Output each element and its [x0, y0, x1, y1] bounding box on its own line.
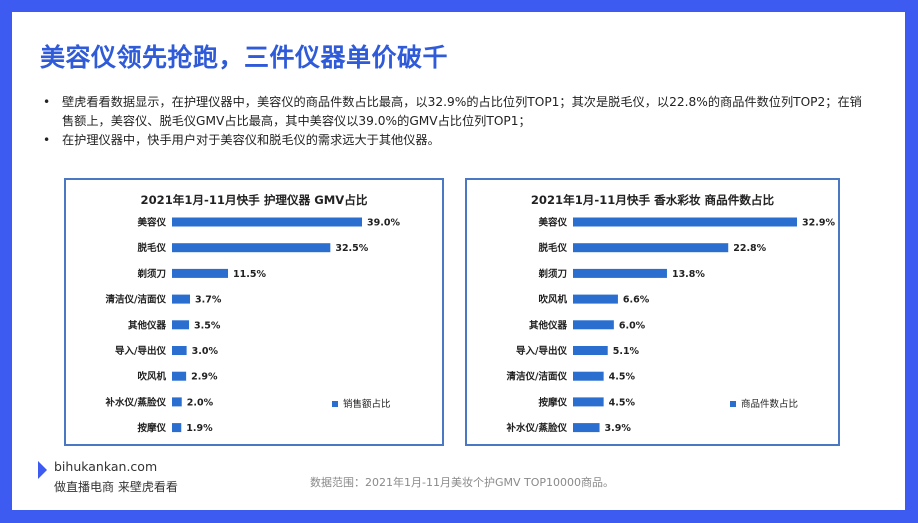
category-label: 吹风机	[538, 294, 567, 306]
bar	[573, 217, 797, 227]
chart-panel-item-count: 2021年1月-11月快手 香水彩妆 商品件数占比 美容仪 32.9% 脱毛仪 22.…	[465, 178, 840, 446]
category-label: 剃须刀	[136, 268, 166, 280]
data-source-note: 数据范围：2021年1月-11月美妆个护GMV TOP10000商品。	[310, 476, 614, 489]
gmv-bar-chart: 美容仪 39.0% 脱毛仪 32.5% 剃须刀 11.5% 清洁仪/洁面仪 3.7% 其他仪器 3…	[105, 217, 401, 435]
bullet-text: 在护理仪器中，快手用户对于美容仪和脱毛仪的需求远大于其他仪器。	[62, 133, 440, 147]
bullet-dot: •	[43, 95, 51, 109]
data-label: 4.5%	[609, 397, 636, 408]
legend-swatch	[332, 400, 338, 407]
legend-swatch	[730, 400, 736, 407]
bar	[573, 371, 604, 381]
category-label: 按摩仪	[137, 422, 166, 434]
category-label: 美容仪	[136, 217, 166, 229]
chart-panel-gmv: 2021年1月-11月快手 护理仪器 GMV占比 美容仪 39.0% 脱毛仪 32.5…	[64, 178, 444, 446]
data-label: 3.0%	[192, 346, 219, 357]
data-label: 39.0%	[367, 218, 400, 229]
bar	[172, 346, 187, 355]
data-label: 32.9%	[802, 218, 835, 229]
data-label: 22.8%	[733, 243, 766, 254]
data-label: 3.5%	[194, 320, 221, 331]
bar	[573, 243, 729, 253]
data-label: 2.0%	[187, 397, 214, 408]
bullet-item: • 在护理仪器中，快手用户对于美容仪和脱毛仪的需求远大于其他仪器。	[40, 131, 870, 150]
bar	[172, 371, 187, 381]
footer-site[interactable]: bihukankan.com	[54, 459, 158, 474]
chart-legend: 商品件数占比	[730, 396, 798, 410]
chart-legend: 销售额占比	[332, 396, 391, 410]
category-label: 导入/导出仪	[516, 345, 567, 357]
category-label: 其他仪器	[529, 319, 568, 331]
bar	[172, 320, 190, 330]
category-label: 按摩仪	[538, 396, 567, 408]
category-label: 导入/导出仪	[115, 345, 166, 357]
bar	[573, 320, 614, 330]
legend-label: 商品件数占比	[741, 399, 799, 410]
category-label: 脱毛仪	[137, 242, 166, 254]
data-label: 11.5%	[233, 269, 266, 280]
bar	[172, 217, 362, 227]
bar	[573, 294, 618, 304]
category-label: 清洁仪/洁面仪	[507, 371, 568, 383]
bar	[573, 268, 667, 278]
chart-title: 2021年1月-11月快手 香水彩妆 商品件数占比	[530, 193, 775, 207]
bar	[172, 268, 229, 278]
bar	[573, 346, 608, 355]
bar	[172, 423, 182, 433]
data-label: 4.5%	[609, 372, 636, 383]
category-label: 吹风机	[137, 371, 166, 383]
bullet-item: • 壁虎看看数据显示，在护理仪器中，美容仪的商品件数占比最高，以32.9%的占比…	[40, 93, 870, 131]
category-label: 补水仪/蒸脸仪	[105, 396, 167, 408]
category-label: 补水仪/蒸脸仪	[506, 422, 568, 434]
bullet-list: • 壁虎看看数据显示，在护理仪器中，美容仪的商品件数占比最高，以32.9%的占比…	[40, 93, 870, 150]
page-title: 美容仪领先抢跑，三件仪器单价破千	[40, 43, 449, 72]
category-label: 其他仪器	[128, 319, 167, 331]
bullet-text: 壁虎看看数据显示，在护理仪器中，美容仪的商品件数占比最高，以32.9%的占比位列…	[62, 95, 862, 128]
category-label: 美容仪	[537, 217, 567, 229]
chart-title: 2021年1月-11月快手 护理仪器 GMV占比	[140, 193, 368, 207]
data-label: 5.1%	[613, 346, 640, 357]
data-label: 6.0%	[619, 320, 646, 331]
bar	[573, 397, 604, 407]
category-label: 脱毛仪	[538, 242, 567, 254]
data-label: 2.9%	[191, 372, 218, 383]
category-label: 清洁仪/洁面仪	[106, 294, 167, 306]
data-label: 3.9%	[605, 423, 632, 434]
data-label: 32.5%	[335, 243, 368, 254]
data-label: 1.9%	[186, 423, 213, 434]
bar	[172, 397, 182, 407]
data-label: 3.7%	[195, 295, 222, 306]
category-label: 剃须刀	[537, 268, 567, 280]
data-label: 13.8%	[672, 269, 705, 280]
bar	[573, 423, 600, 433]
data-label: 6.6%	[623, 295, 650, 306]
footer-tagline: 做直播电商 来壁虎看看	[54, 480, 178, 494]
legend-label: 销售额占比	[343, 399, 391, 410]
item-count-bar-chart: 美容仪 32.9% 脱毛仪 22.8% 剃须刀 13.8% 吹风机 6.6% 其他仪器 6.0% 导…	[506, 217, 836, 435]
logo-icon	[38, 461, 47, 479]
bar	[172, 294, 191, 304]
bar	[172, 243, 331, 253]
bullet-dot: •	[43, 133, 51, 147]
